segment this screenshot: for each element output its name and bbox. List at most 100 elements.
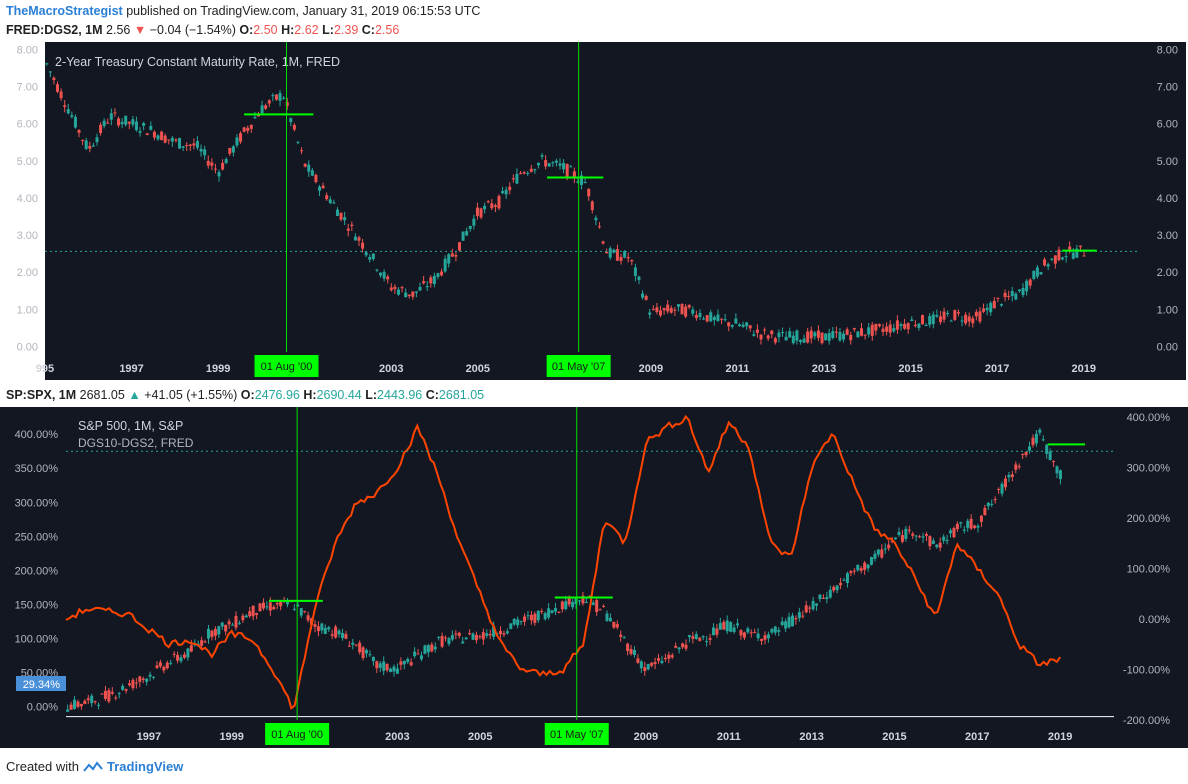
candle-body: [676, 304, 680, 307]
candle-body: [402, 660, 406, 665]
candle-body: [474, 634, 478, 641]
candle-body: [167, 139, 171, 141]
candle-body: [529, 614, 533, 621]
candle-body: [339, 212, 343, 220]
left-y-tick-label: 350.00%: [15, 463, 59, 475]
x-tick-label: 995: [36, 363, 54, 375]
right-y-tick-label: -200.00%: [1123, 715, 1170, 727]
x-tick-label: 2003: [385, 731, 409, 743]
candle-body: [364, 252, 368, 256]
candle-body: [737, 324, 741, 327]
candle-body: [597, 226, 601, 228]
x-tick-label: 2019: [1071, 363, 1095, 375]
right-y-tick-label: 200.00%: [1127, 513, 1171, 525]
candle-body: [669, 307, 673, 313]
candle-body: [382, 271, 386, 279]
author-link[interactable]: TheMacroStrategist: [6, 4, 123, 18]
candle-body: [673, 309, 677, 311]
candle-body: [989, 302, 993, 313]
candle-body: [639, 661, 643, 669]
candle-body: [378, 663, 382, 668]
candle-body: [938, 316, 942, 322]
candle-body: [224, 624, 228, 632]
candle-body: [253, 117, 257, 119]
candle-body: [328, 199, 332, 203]
candle-body: [110, 691, 114, 694]
candle-body: [165, 662, 169, 669]
candle-body: [856, 564, 860, 571]
candle-body: [106, 122, 110, 124]
candle-body: [395, 668, 399, 674]
candle-body: [275, 602, 279, 605]
candle-body: [766, 335, 770, 339]
candle-body: [235, 137, 239, 146]
candle-body: [816, 330, 820, 338]
candle-body: [931, 540, 935, 544]
bottom-chart-title: S&P 500, 1M, S&P: [78, 419, 183, 433]
candle-body: [1010, 474, 1014, 478]
candle-body: [684, 644, 688, 649]
candle-body: [809, 330, 813, 339]
candle-body: [583, 182, 587, 184]
candle-body: [114, 697, 118, 699]
candle-body: [895, 320, 899, 330]
candle-body: [818, 594, 822, 600]
candle-body: [246, 127, 250, 131]
candle-body: [1010, 291, 1014, 297]
candle-body: [1041, 439, 1045, 441]
candle-body: [564, 601, 568, 610]
candle-body: [734, 318, 738, 324]
candle-body: [681, 643, 685, 648]
candle-body: [203, 149, 207, 156]
candle-body: [464, 637, 468, 640]
candle-body: [117, 693, 121, 695]
candle-body: [763, 635, 767, 640]
candle-body: [1045, 444, 1049, 454]
candle-body: [1039, 272, 1043, 275]
candle-body: [960, 320, 964, 322]
candle-body: [353, 236, 357, 241]
candle-body: [928, 316, 932, 325]
candle-body: [188, 144, 192, 146]
bottom-symbol[interactable]: SP:SPX, 1M: [6, 388, 77, 402]
candle-body: [691, 309, 695, 314]
event-date-tag: [254, 355, 319, 377]
candle-body: [997, 489, 1001, 491]
candle-body: [66, 709, 70, 712]
candle-body: [985, 307, 989, 311]
candle-body: [917, 323, 921, 328]
candle-body: [551, 162, 555, 164]
candle-body: [777, 332, 781, 338]
candle-body: [955, 523, 959, 530]
candle-body: [877, 324, 881, 327]
top-symbol[interactable]: FRED:DGS2, 1M: [6, 23, 103, 37]
candle-body: [569, 166, 573, 168]
candle-body: [285, 102, 289, 107]
candle-body: [712, 316, 716, 321]
low-label: L:: [365, 388, 378, 402]
candle-body: [210, 630, 214, 638]
y-tick-label-left: 0.00: [17, 341, 38, 353]
candle-body: [540, 611, 544, 613]
candle-body: [103, 690, 107, 699]
candle-body: [406, 658, 410, 663]
candle-body: [323, 627, 327, 634]
publish-info: published on TradingView.com, January 31…: [126, 4, 481, 18]
candle-body: [231, 146, 235, 153]
candle-body: [234, 615, 238, 628]
candle-body: [181, 146, 185, 148]
candle-body: [346, 228, 350, 231]
candle-body: [163, 135, 167, 143]
candle-body: [1053, 255, 1057, 264]
y-tick-label-right: 6.00: [1157, 119, 1178, 131]
candle-body: [870, 557, 874, 565]
candle-body: [142, 123, 146, 126]
candle-body: [516, 619, 520, 626]
candle-body: [979, 515, 983, 522]
candle-body: [409, 662, 413, 666]
candle-body: [729, 622, 733, 632]
candle-body: [508, 186, 512, 191]
tradingview-brand[interactable]: TradingView: [106, 759, 184, 774]
candle-body: [594, 217, 598, 221]
